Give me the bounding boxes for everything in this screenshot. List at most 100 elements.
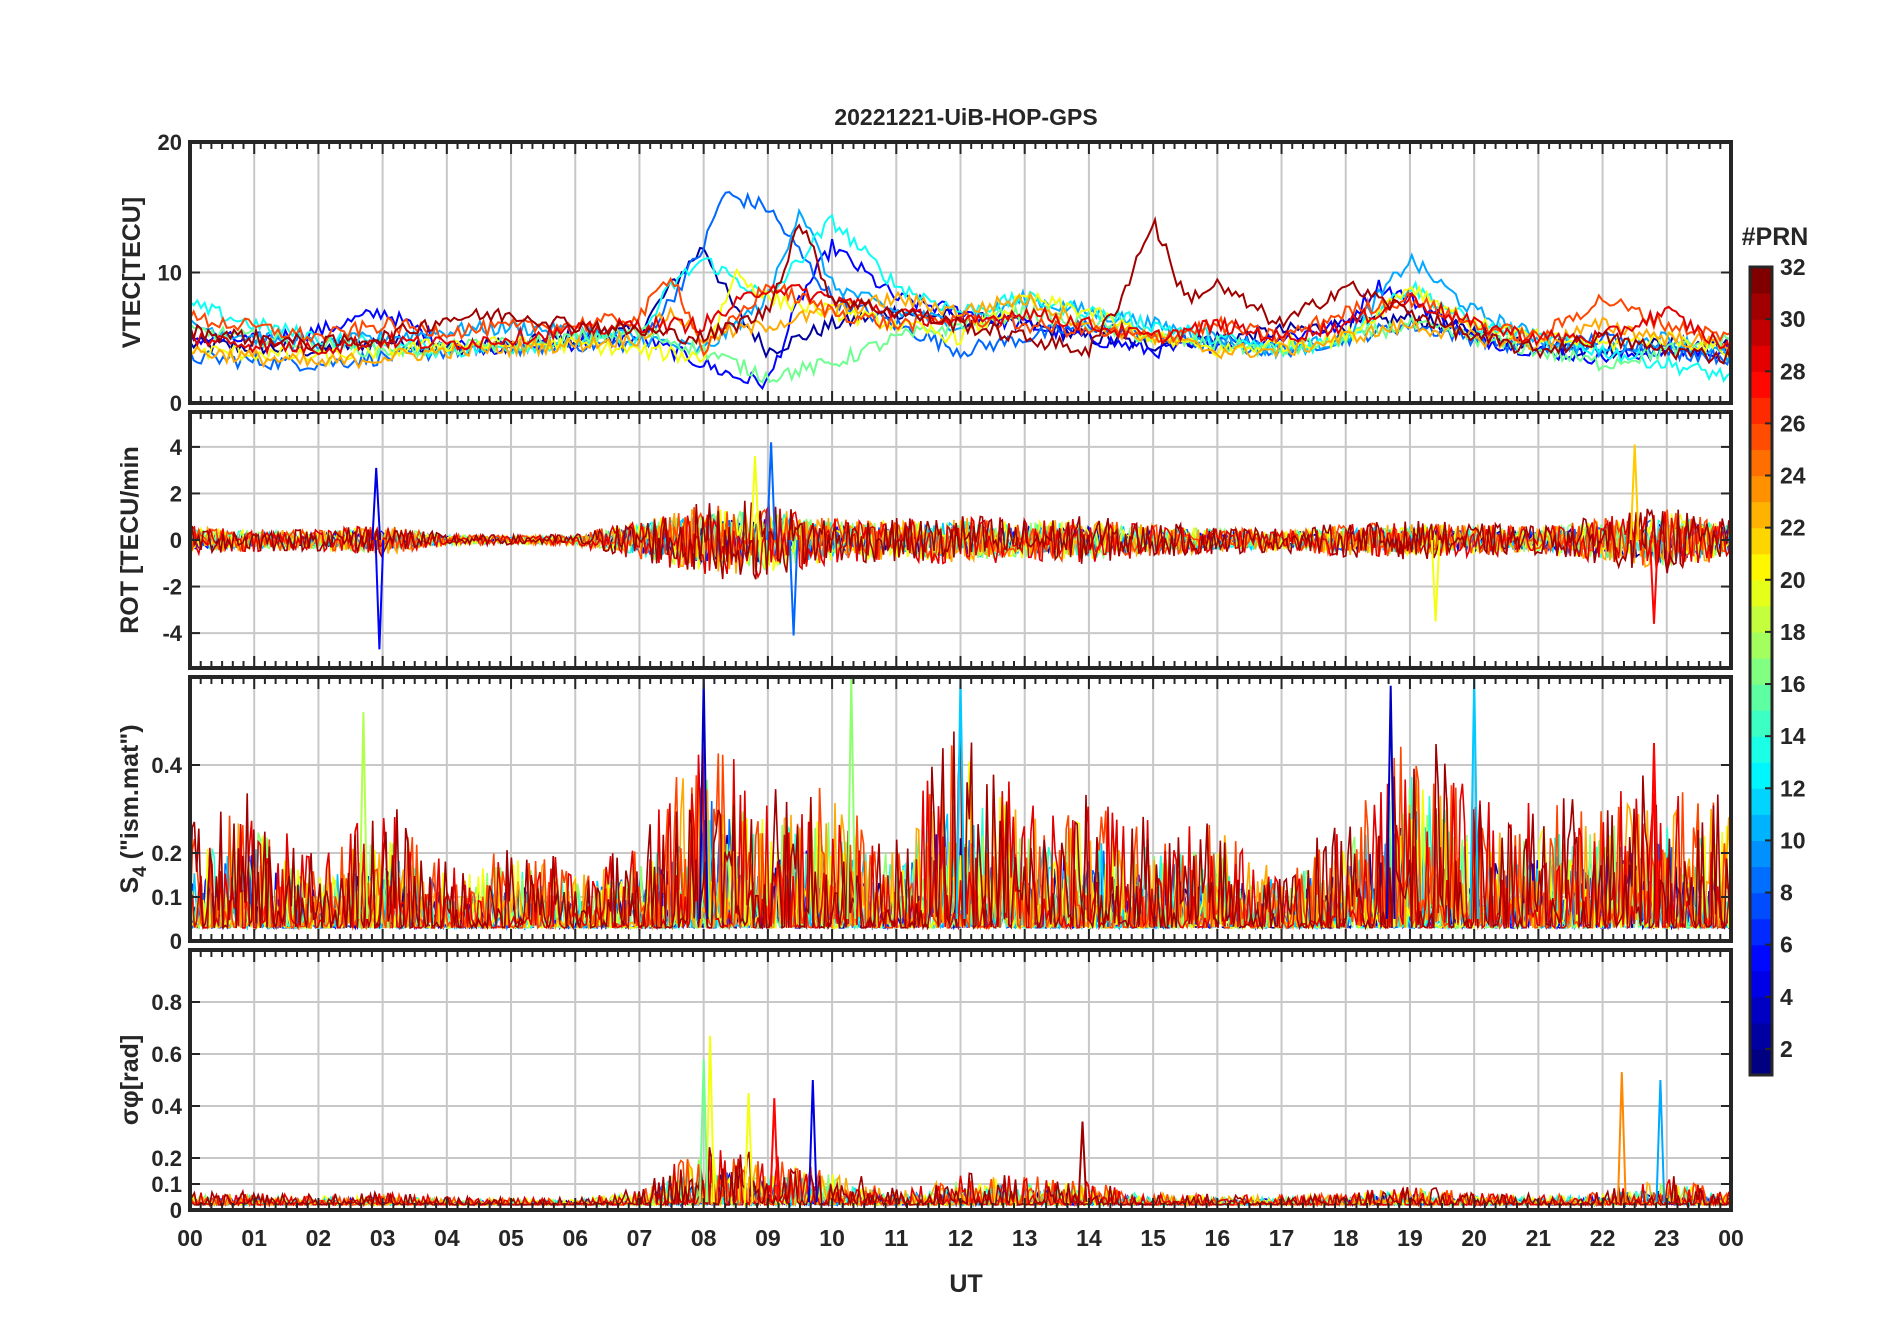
y-tick-label: 0.1 xyxy=(151,1172,182,1197)
x-tick-label: 20 xyxy=(1461,1225,1487,1251)
x-tick-label: 00 xyxy=(1718,1225,1744,1251)
colorbar-band xyxy=(1750,319,1772,346)
x-tick-label: 09 xyxy=(755,1225,781,1251)
colorbar-band xyxy=(1750,345,1772,372)
colorbar-band xyxy=(1750,866,1772,894)
colorbar-band xyxy=(1750,840,1772,868)
y-tick-label: -2 xyxy=(162,575,182,600)
x-tick-label: 21 xyxy=(1526,1225,1552,1251)
peak-prn-18 xyxy=(358,712,369,920)
x-axis: 00 01 02 03 04 05 06 07 08 09 10 11 12 13 14 15 16 17 18 19… xyxy=(177,1225,1744,1251)
peak-prn-20 xyxy=(705,1035,715,1203)
colorbar-tick-label: 20 xyxy=(1780,567,1806,593)
y-tick-label: 0.6 xyxy=(151,1042,182,1067)
colorbar-band xyxy=(1750,970,1772,998)
peak-prn-3 xyxy=(1385,685,1396,920)
colorbar-band xyxy=(1750,710,1772,737)
y-tick-label: -4 xyxy=(162,621,182,646)
peak-prn-8 xyxy=(788,539,799,636)
y-tick-label: 0 xyxy=(170,929,182,954)
x-tick-label: 11 xyxy=(884,1225,909,1251)
chart-title: 20221221-UiB-HOP-GPS xyxy=(834,104,1097,130)
x-tick-label: 22 xyxy=(1590,1225,1616,1251)
y-tick-label: 0.4 xyxy=(151,1094,182,1119)
panel-s4: 0 0.1 0.2 0.4S4 ("ism.mat") xyxy=(116,675,1733,954)
peak-prn-20 xyxy=(750,456,760,541)
colorbar-tick-label: 18 xyxy=(1780,619,1806,645)
colorbar-tick-label: 22 xyxy=(1780,515,1806,541)
peak-prn-24 xyxy=(1617,1072,1627,1203)
x-axis-label: UT xyxy=(949,1270,982,1298)
y-tick-label: 2 xyxy=(170,481,182,506)
panel-rot: -4 -2 0 2 4 ROT [TECU/min xyxy=(116,410,1733,670)
x-tick-label: 17 xyxy=(1269,1225,1295,1251)
y-tick-label: 10 xyxy=(158,261,182,286)
series-prn-29 xyxy=(190,283,1731,359)
peak-prn-4 xyxy=(371,467,382,541)
panel-vtec: 0 10 20 VTEC[TECU] xyxy=(118,130,1733,416)
y-axis-label: S4 ("ism.mat") xyxy=(116,724,151,893)
colorbar-band xyxy=(1750,527,1772,555)
colorbar-band xyxy=(1750,1022,1772,1050)
series-group xyxy=(190,442,1731,650)
y-tick-label: 4 xyxy=(170,435,183,460)
y-tick-label: 20 xyxy=(158,130,182,155)
y-tick-label: 0.1 xyxy=(151,885,182,910)
colorbar-band xyxy=(1750,944,1772,972)
series-prn-31 xyxy=(190,216,1731,365)
x-tick-label: 02 xyxy=(306,1225,332,1251)
peak-prn-22 xyxy=(1629,444,1640,541)
colorbar-band xyxy=(1750,397,1772,424)
x-tick-label: 05 xyxy=(498,1225,524,1251)
colorbar-band xyxy=(1750,892,1772,920)
peak-prn-11 xyxy=(1469,677,1479,920)
y-axis-label: VTEC[TECU] xyxy=(118,197,146,348)
colorbar-tick-label: 16 xyxy=(1780,671,1806,697)
colorbar-band xyxy=(1750,267,1772,294)
x-tick-label: 14 xyxy=(1076,1225,1102,1251)
colorbar-frame xyxy=(1748,265,1774,1077)
colorbar-band xyxy=(1750,579,1772,607)
colorbar-band xyxy=(1750,814,1772,842)
colorbar-band xyxy=(1750,918,1772,946)
colorbar-band xyxy=(1750,475,1772,503)
colorbar-band xyxy=(1750,657,1772,685)
x-tick-label: 19 xyxy=(1397,1225,1423,1251)
peak-prn-4 xyxy=(808,1079,818,1203)
colorbar-band xyxy=(1750,996,1772,1024)
colorbar-band xyxy=(1750,605,1772,633)
series-group xyxy=(190,191,1731,391)
peak-prn-20 xyxy=(743,1092,754,1203)
x-tick-label: 15 xyxy=(1140,1225,1166,1251)
colorbar-tick-label: 12 xyxy=(1780,775,1806,801)
peak-prn-31 xyxy=(1077,1121,1088,1203)
y-tick-label: 0.2 xyxy=(151,1146,182,1171)
peak-prn-16 xyxy=(698,1059,709,1203)
y-tick-label: 0.2 xyxy=(151,841,182,866)
series-prn-26 xyxy=(190,276,1731,357)
series-prn-31 xyxy=(190,500,1731,580)
x-tick-label: 10 xyxy=(819,1225,845,1251)
peak-prn-28 xyxy=(1649,742,1659,920)
colorbar-tick-label: 8 xyxy=(1780,880,1793,906)
peak-prn-5 xyxy=(374,539,385,650)
series-prn-23 xyxy=(190,290,1731,370)
colorbar-label: #PRN xyxy=(1742,223,1809,251)
colorbar-band xyxy=(1750,371,1772,398)
x-tick-label: 03 xyxy=(370,1225,396,1251)
colorbar-tick-label: 28 xyxy=(1780,358,1806,384)
x-tick-label: 16 xyxy=(1205,1225,1231,1251)
colorbar-band xyxy=(1750,788,1772,815)
colorbar-band xyxy=(1750,423,1772,451)
colorbar-tick-label: 4 xyxy=(1780,984,1793,1010)
colorbar-band xyxy=(1750,1048,1772,1076)
colorbar-tick-label: 30 xyxy=(1780,306,1806,332)
x-tick-label: 07 xyxy=(627,1225,653,1251)
x-tick-label: 00 xyxy=(177,1225,203,1251)
y-tick-label: 0 xyxy=(170,1198,182,1223)
colorbar-tick-label: 26 xyxy=(1780,410,1806,436)
colorbar-band xyxy=(1750,631,1772,659)
